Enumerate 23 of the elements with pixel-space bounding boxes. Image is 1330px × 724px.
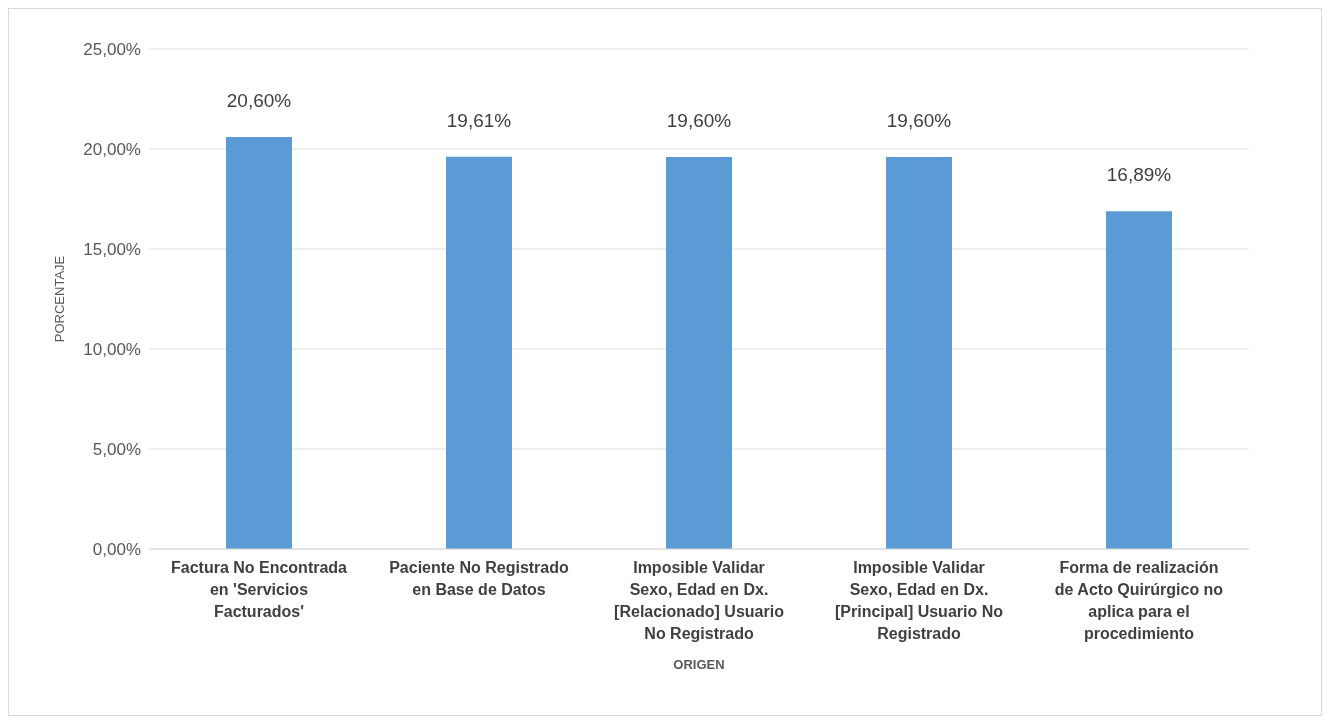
data-label: 20,60% xyxy=(226,90,292,111)
x-tick-label: Imposible Validar Sexo, Edad en Dx. [Principal] Usuario No Registrado xyxy=(834,559,1004,642)
y-axis-title: PORCENTAJE xyxy=(51,255,67,343)
bar xyxy=(226,137,292,549)
y-tick-label: 25,00% xyxy=(83,40,141,60)
bar xyxy=(886,157,952,549)
x-tick-label: Imposible Validar Sexo, Edad en Dx. [Relacionado] Usuario No Registrado xyxy=(614,559,785,642)
bar xyxy=(666,157,732,549)
bar xyxy=(1106,211,1172,549)
y-tick-label: 5,00% xyxy=(92,440,141,460)
data-label: 16,89% xyxy=(1106,164,1172,186)
x-axis-title: ORIGEN xyxy=(673,657,725,672)
bar xyxy=(446,156,512,549)
x-tick-label: Factura No Encontrada en 'Servicios Facturados' xyxy=(170,559,348,620)
data-label: 19,61% xyxy=(446,109,512,131)
x-tick-label: Paciente No Registrado en Base de Datos xyxy=(389,559,570,598)
y-tick-label: 20,00% xyxy=(83,140,141,160)
y-tick-label: 15,00% xyxy=(83,240,141,260)
data-label: 19,60% xyxy=(886,110,952,131)
y-tick-label: 0,00% xyxy=(92,540,141,560)
x-tick-label: Forma de realización de Acto Quirúrgico no aplica para el procedimiento xyxy=(1054,559,1224,642)
y-tick-label: 10,00% xyxy=(83,340,141,360)
data-label: 19,60% xyxy=(666,110,732,131)
